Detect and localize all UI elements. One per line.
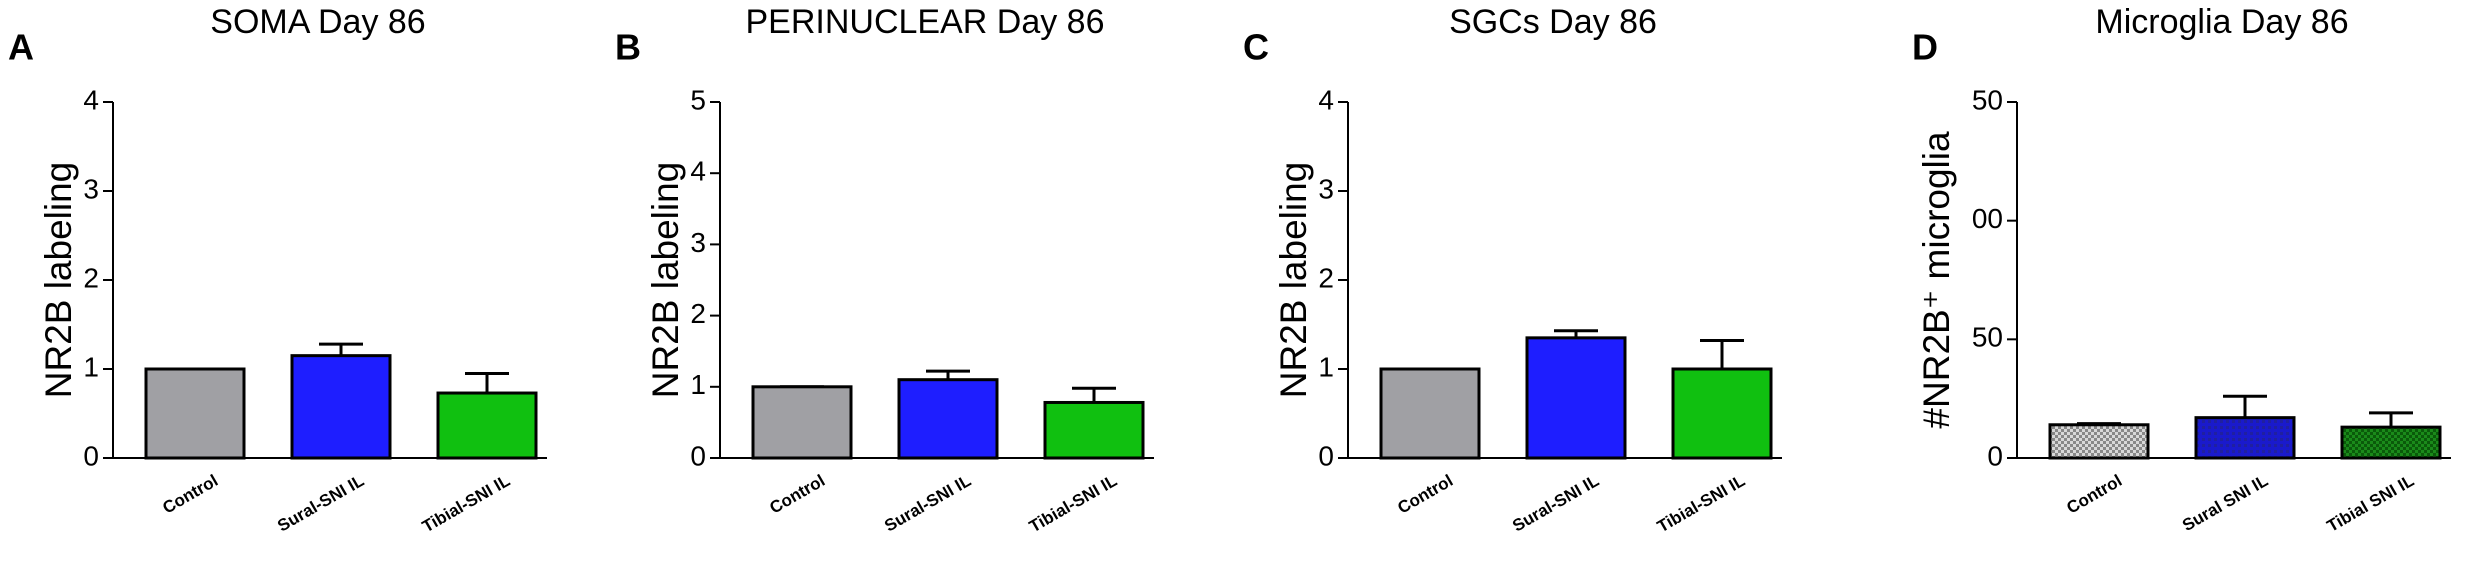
y-tick-label: 4 [1318,84,1334,115]
y-tick-label: 1 [83,351,99,382]
panel-letter: B [615,27,641,68]
chart-title: Microglia Day 86 [2095,3,2348,41]
chart-title: PERINUCLEAR Day 86 [745,3,1104,41]
chart-title: SOMA Day 86 [210,3,425,41]
y-tick-label: 0 [690,440,706,471]
y-tick-label: 0 [1987,440,2003,471]
bar [2340,425,2442,460]
x-tick-label: Tibial-SNI IL [1654,471,1748,536]
y-tick-label: 2 [690,298,706,329]
x-tick-label: Tibial-SNI IL [419,471,513,536]
x-tick-label: Sural SNI IL [2179,471,2271,535]
x-tick-label: Sural-SNI IL [1509,471,1602,536]
x-tick-label: Tibial-SNI IL [1026,471,1120,536]
y-tick-label: 2 [83,262,99,293]
y-tick-label: 50 [1972,322,2003,353]
y-tick-label: 3 [690,227,706,258]
bar [1525,336,1627,460]
bar [2194,416,2296,460]
y-axis-label: #NR2B⁺ microglia [1916,131,1957,429]
bar [751,385,853,460]
panel-letter: A [8,27,34,68]
x-tick-label: Tibial SNI IL [2324,471,2417,536]
bar [1671,367,1773,460]
bar [436,391,538,460]
panel-letter: C [1243,27,1269,68]
x-tick-label: Control [1394,471,1456,518]
y-tick-label: 0 [83,440,99,471]
y-tick-label: 2 [1318,262,1334,293]
x-tick-label: Control [2063,471,2125,518]
bar [1043,400,1145,460]
y-tick-label: 00 [1972,203,2003,234]
chart-title: SGCs Day 86 [1449,3,1657,41]
y-tick-label: 5 [690,84,706,115]
y-axis-label: NR2B labeling [1273,162,1314,399]
y-tick-label: 1 [690,369,706,400]
bar [2048,423,2150,460]
y-tick-label: 4 [690,156,706,187]
y-tick-label: 50 [1972,84,2003,115]
x-tick-label: Sural-SNI IL [881,471,974,536]
y-axis-label: NR2B labeling [38,162,79,399]
x-tick-label: Sural-SNI IL [274,471,367,536]
y-tick-label: 0 [1318,440,1334,471]
x-tick-label: Control [159,471,221,518]
y-axis-label: NR2B labeling [645,162,686,399]
bar [1379,367,1481,460]
y-tick-label: 1 [1318,351,1334,382]
y-tick-label: 3 [83,173,99,204]
bar [897,378,999,460]
x-tick-label: Control [766,471,828,518]
panel-letter: D [1912,27,1938,68]
y-tick-label: 3 [1318,173,1334,204]
bar [144,367,246,460]
y-tick-label: 4 [83,84,99,115]
bar [290,354,392,460]
